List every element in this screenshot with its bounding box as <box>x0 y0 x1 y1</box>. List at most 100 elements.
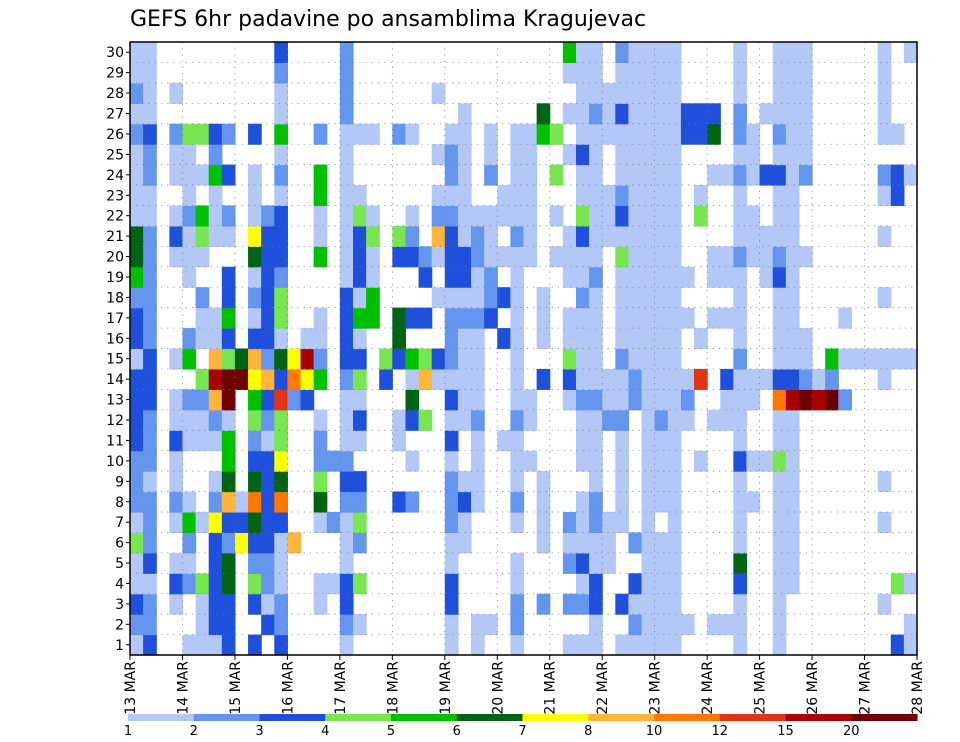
heatmap-cell <box>274 62 288 84</box>
heatmap-cell <box>680 307 695 329</box>
heatmap-cell <box>812 368 826 390</box>
heatmap-cell <box>667 389 682 411</box>
heatmap-cell <box>182 328 197 350</box>
heatmap-cell <box>510 225 525 247</box>
heatmap-cell <box>903 164 918 186</box>
heatmap-cell <box>274 123 288 145</box>
heatmap-cell <box>143 246 157 268</box>
heatmap-cell <box>562 103 577 125</box>
heatmap-cell <box>208 573 223 595</box>
heatmap-cell <box>169 144 184 166</box>
heatmap-cell <box>248 287 262 309</box>
heatmap-cell <box>523 246 538 268</box>
heatmap-cell <box>510 450 525 472</box>
heatmap-cell <box>575 246 590 268</box>
heatmap-cell <box>615 42 630 64</box>
heatmap-cell <box>457 307 472 329</box>
heatmap-cell <box>667 164 682 186</box>
x-tick-label: 23 MAR <box>648 661 664 715</box>
chart-title: GEFS 6hr padavine po ansamblima Kragujev… <box>130 7 646 32</box>
heatmap-cell <box>287 368 302 390</box>
heatmap-cell <box>130 409 144 431</box>
heatmap-cell <box>890 164 905 186</box>
colorbar-segment <box>325 714 392 721</box>
y-tick-label: 6 <box>115 536 124 552</box>
colorbar-label: 7 <box>518 724 526 739</box>
heatmap-cell <box>549 246 564 268</box>
y-tick-label: 22 <box>106 209 124 225</box>
heatmap-cell <box>169 82 184 104</box>
heatmap-cell <box>575 205 590 227</box>
heatmap-cell <box>654 491 669 513</box>
heatmap-cell <box>444 348 459 370</box>
heatmap-cell <box>274 82 288 104</box>
heatmap-cell <box>877 185 892 207</box>
heatmap-cell <box>733 532 748 554</box>
heatmap-cell <box>667 123 682 145</box>
heatmap-cell <box>497 185 511 207</box>
heatmap-cell <box>143 144 157 166</box>
heatmap-cell <box>182 205 197 227</box>
heatmap-cell <box>589 123 603 145</box>
heatmap-cell <box>208 471 223 493</box>
heatmap-cell <box>234 348 249 370</box>
heatmap-cell <box>615 450 630 472</box>
heatmap-cell <box>733 42 748 64</box>
heatmap-cell <box>615 430 630 452</box>
heatmap-cell <box>352 368 367 390</box>
heatmap-cell <box>759 266 774 288</box>
heatmap-cell <box>274 246 288 268</box>
colorbar-label: 10 <box>646 724 663 739</box>
heatmap-cell <box>733 103 748 125</box>
heatmap-cell <box>536 307 551 329</box>
heatmap-cell <box>287 348 302 370</box>
heatmap-cell <box>195 634 210 656</box>
heatmap-cell <box>379 368 393 390</box>
heatmap-cell <box>130 123 144 145</box>
heatmap-cell <box>536 287 551 309</box>
heatmap-cell <box>602 82 616 104</box>
heatmap-cell <box>562 348 577 370</box>
heatmap-cell <box>339 185 354 207</box>
heatmap-cell <box>471 348 485 370</box>
heatmap-cell <box>575 491 590 513</box>
heatmap-cell <box>877 471 892 493</box>
heatmap-cell <box>575 62 590 84</box>
heatmap-cell <box>510 593 525 615</box>
heatmap-cell <box>562 552 577 574</box>
heatmap-cell <box>182 246 197 268</box>
heatmap-cell <box>313 225 328 247</box>
heatmap-cell <box>798 144 813 166</box>
heatmap-cell <box>654 307 669 329</box>
heatmap-cell <box>208 511 223 533</box>
heatmap-cell <box>628 389 643 411</box>
heatmap-cell <box>510 430 525 452</box>
heatmap-cell <box>313 348 328 370</box>
heatmap-cell <box>510 614 525 636</box>
heatmap-cell <box>130 246 144 268</box>
heatmap-cell <box>457 328 472 350</box>
heatmap-cell <box>746 491 761 513</box>
heatmap-cell <box>707 246 721 268</box>
y-tick-label: 24 <box>106 168 124 184</box>
heatmap-cell <box>326 511 341 533</box>
heatmap-cell <box>261 614 275 636</box>
heatmap-cell <box>772 164 787 186</box>
heatmap-cell <box>457 389 472 411</box>
heatmap-cell <box>221 389 236 411</box>
heatmap-cell <box>602 123 616 145</box>
heatmap-cell <box>208 614 223 636</box>
heatmap-cell <box>444 409 459 431</box>
heatmap-cell <box>602 409 616 431</box>
heatmap-cell <box>274 491 288 513</box>
heatmap-cell <box>195 409 210 431</box>
heatmap-cell <box>261 430 275 452</box>
colorbar-segment <box>851 714 918 721</box>
heatmap-cell <box>746 389 761 411</box>
heatmap-cell <box>641 246 656 268</box>
heatmap-cell <box>221 348 236 370</box>
heatmap-cell <box>707 266 721 288</box>
heatmap-cell <box>169 123 184 145</box>
heatmap-cell <box>261 205 275 227</box>
